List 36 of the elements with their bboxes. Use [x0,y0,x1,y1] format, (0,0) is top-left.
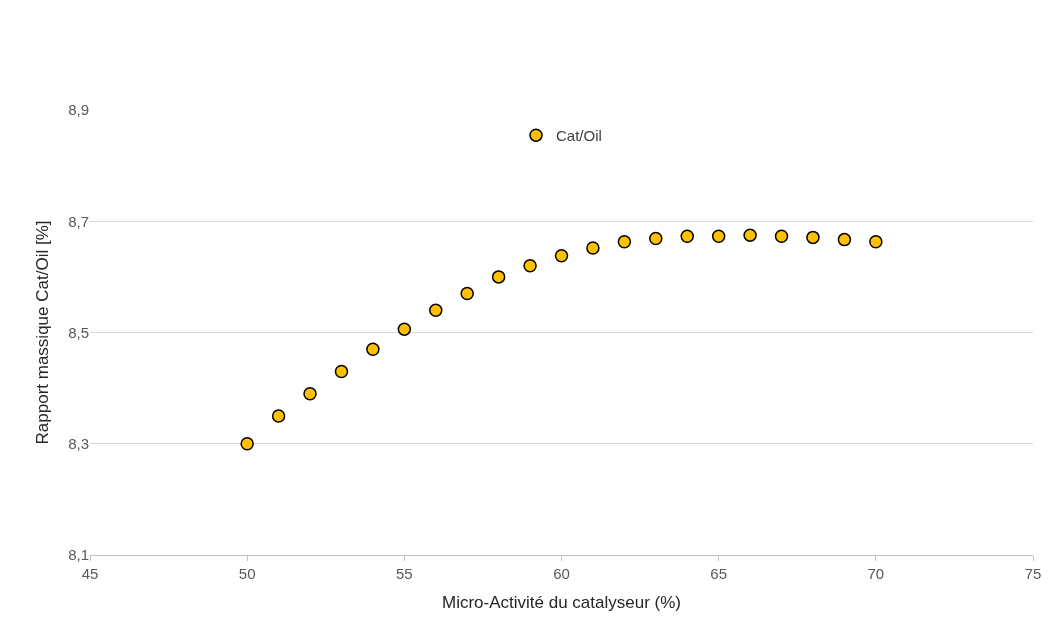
x-tick-label: 50 [238,565,256,582]
y-axis-title: Rapport massique Cat/Oil [%] [32,220,52,445]
x-tick-label: 45 [81,565,99,582]
point [554,248,569,263]
x-tick-label: 55 [395,565,413,582]
point [429,303,443,317]
legend-label: Cat/Oil [556,127,602,144]
x-tick-label: 65 [710,565,728,582]
x-axis-title: Micro-Activité du catalyseur (%) [441,593,682,613]
point [649,231,663,246]
point [869,235,883,249]
point [523,259,537,273]
point [680,229,694,244]
point [617,235,632,249]
point [303,386,317,401]
x-tick-label: 70 [867,565,885,582]
y-tick-label: 8,5 [68,323,89,341]
point [743,228,757,242]
x-tick-label: 75 [1024,565,1042,582]
point [271,409,286,423]
point [774,229,789,244]
point [460,286,474,301]
point [837,232,852,247]
y-tick-label: 8,7 [68,212,89,230]
point [334,364,349,379]
x-tick-label: 60 [553,565,570,582]
point [806,230,820,245]
point [366,342,380,356]
y-tick-label: 8,3 [68,435,89,452]
point [711,229,726,244]
point [240,437,254,451]
y-tick-label: 8,1 [68,546,89,564]
point [397,322,412,336]
point [491,270,506,284]
y-tick-label: 8,9 [68,101,89,119]
point [586,241,600,255]
